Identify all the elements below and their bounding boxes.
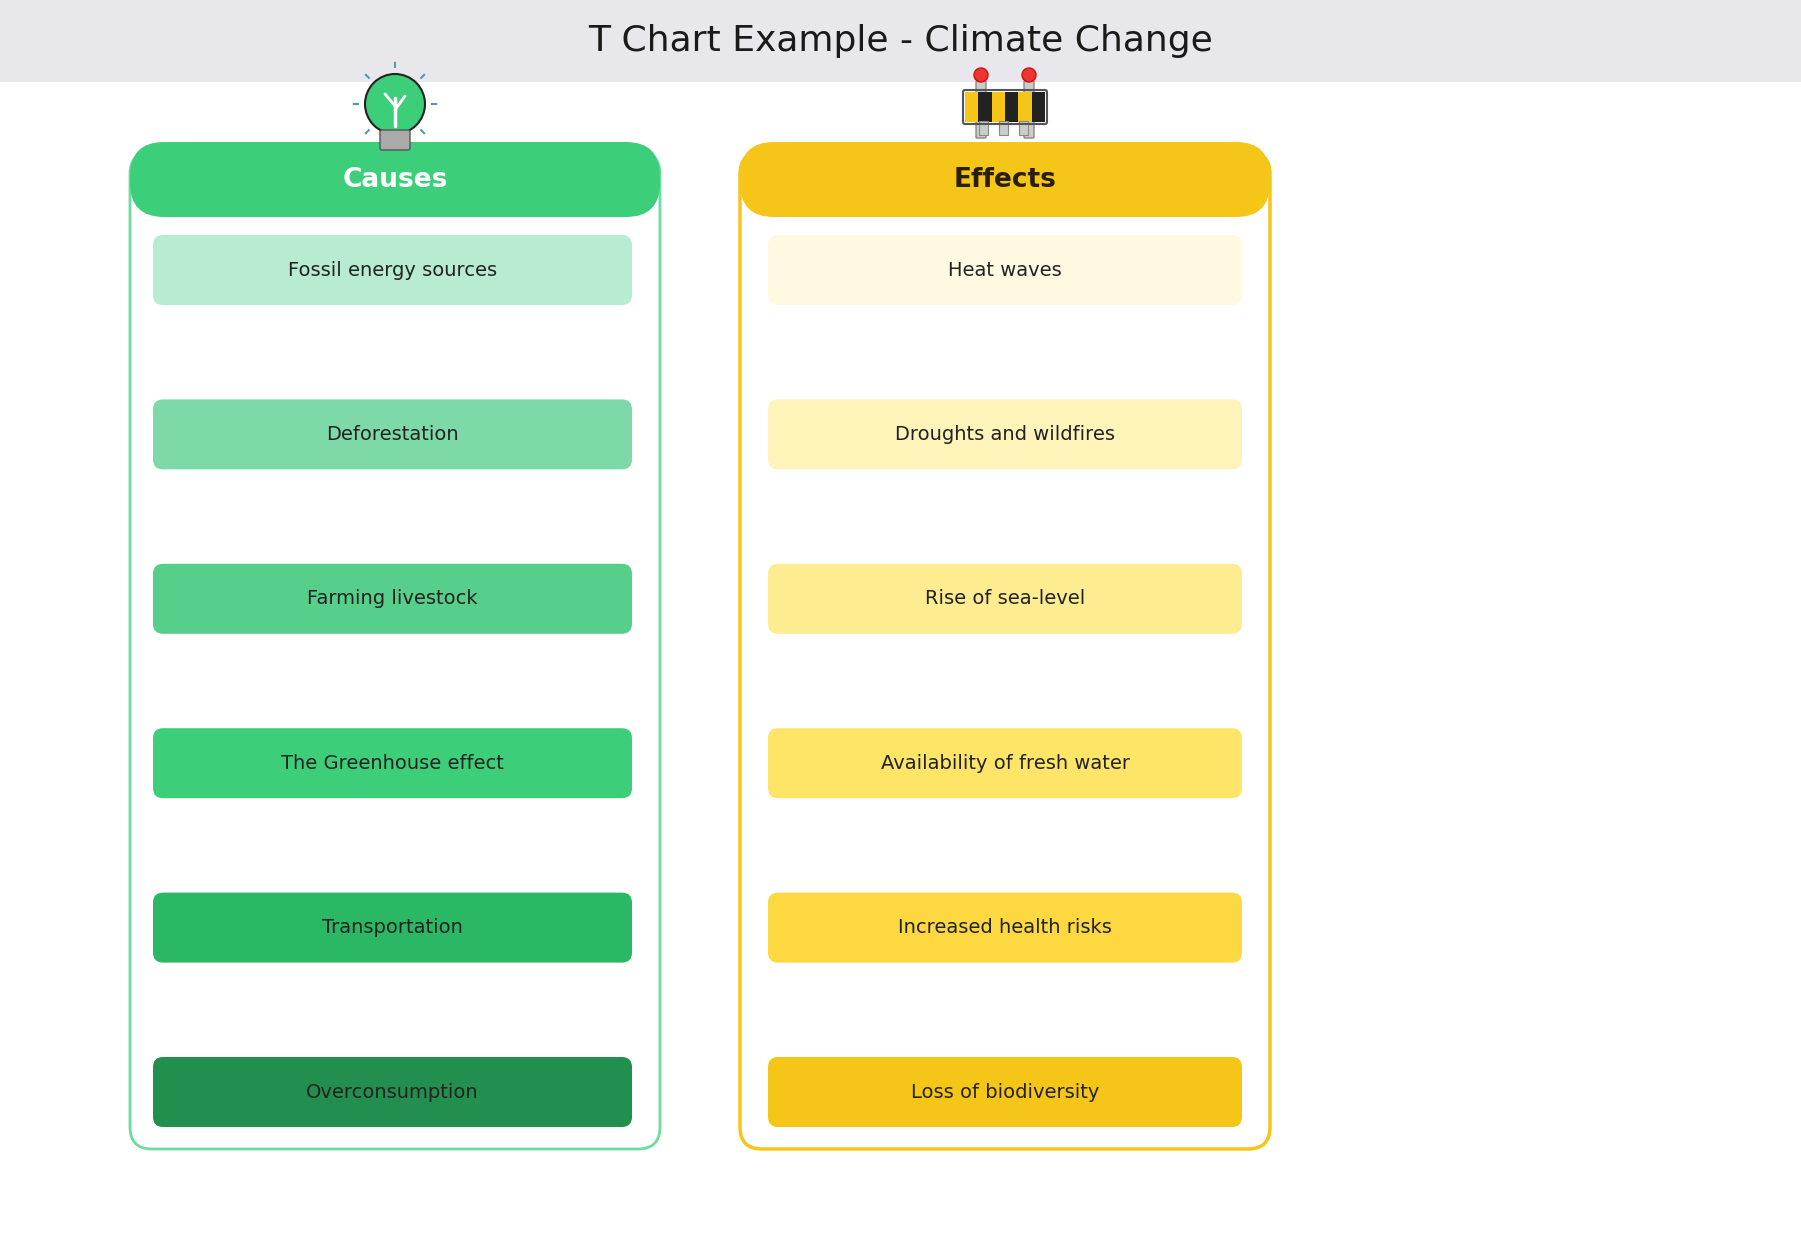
FancyBboxPatch shape xyxy=(767,893,1243,963)
Circle shape xyxy=(974,67,989,82)
FancyBboxPatch shape xyxy=(740,142,1270,217)
Text: Droughts and wildfires: Droughts and wildfires xyxy=(895,425,1115,443)
Text: Heat waves: Heat waves xyxy=(947,261,1063,280)
FancyBboxPatch shape xyxy=(153,728,632,798)
Text: Deforestation: Deforestation xyxy=(326,425,459,443)
Text: Fossil energy sources: Fossil energy sources xyxy=(288,261,497,280)
Text: Loss of biodiversity: Loss of biodiversity xyxy=(911,1083,1099,1102)
FancyBboxPatch shape xyxy=(130,142,659,217)
FancyBboxPatch shape xyxy=(1025,81,1034,137)
Bar xyxy=(1019,121,1028,135)
Text: T Chart Example - Climate Change: T Chart Example - Climate Change xyxy=(589,24,1212,57)
Text: Effects: Effects xyxy=(953,166,1057,192)
Text: Rise of sea-level: Rise of sea-level xyxy=(926,590,1086,608)
Circle shape xyxy=(366,74,425,134)
Bar xyxy=(980,121,989,135)
Bar xyxy=(992,92,1005,122)
Text: Transportation: Transportation xyxy=(322,918,463,937)
FancyBboxPatch shape xyxy=(740,152,1270,1149)
FancyBboxPatch shape xyxy=(767,235,1243,305)
FancyBboxPatch shape xyxy=(153,235,632,305)
Text: Overconsumption: Overconsumption xyxy=(306,1083,479,1102)
Bar xyxy=(1032,92,1045,122)
FancyBboxPatch shape xyxy=(767,400,1243,470)
FancyBboxPatch shape xyxy=(153,563,632,633)
FancyBboxPatch shape xyxy=(130,152,659,1149)
Text: Availability of fresh water: Availability of fresh water xyxy=(881,753,1129,773)
FancyBboxPatch shape xyxy=(767,728,1243,798)
Bar xyxy=(978,92,992,122)
Bar xyxy=(1018,92,1032,122)
FancyBboxPatch shape xyxy=(767,563,1243,633)
Text: The Greenhouse effect: The Greenhouse effect xyxy=(281,753,504,773)
FancyBboxPatch shape xyxy=(380,130,411,150)
Bar xyxy=(0,0,1801,82)
Text: Causes: Causes xyxy=(342,166,448,192)
Bar xyxy=(965,92,978,122)
FancyBboxPatch shape xyxy=(153,893,632,963)
Circle shape xyxy=(1021,67,1036,82)
Text: Increased health risks: Increased health risks xyxy=(899,918,1111,937)
FancyBboxPatch shape xyxy=(153,400,632,470)
Bar xyxy=(1000,121,1009,135)
FancyBboxPatch shape xyxy=(976,81,985,137)
Text: Farming livestock: Farming livestock xyxy=(308,590,477,608)
Bar xyxy=(1005,92,1018,122)
FancyBboxPatch shape xyxy=(767,1057,1243,1127)
FancyBboxPatch shape xyxy=(153,1057,632,1127)
